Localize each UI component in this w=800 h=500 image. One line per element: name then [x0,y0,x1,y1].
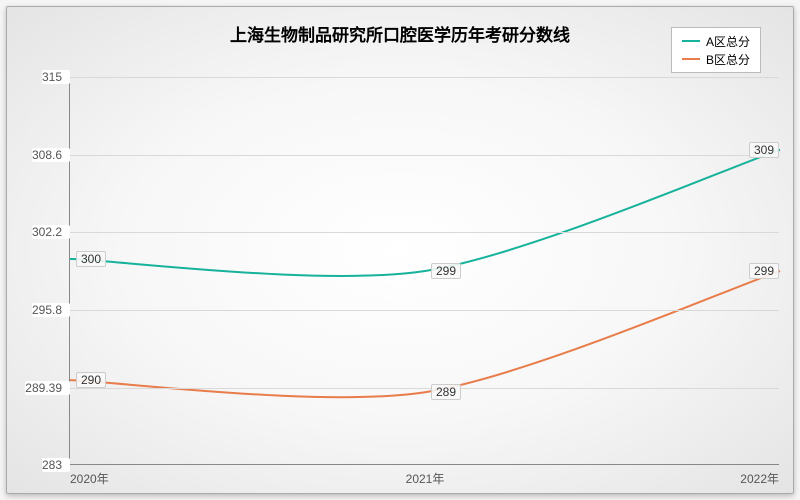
legend: A区总分 B区总分 [671,27,761,73]
legend-item-b: B区总分 [682,50,750,68]
legend-swatch-a [682,40,700,42]
x-tick-label: 2022年 [740,464,779,487]
x-tick-label: 2021年 [406,464,445,487]
y-tick-label: 283 [42,458,70,472]
gridline [70,155,779,156]
line-layer [70,77,780,465]
series-line [70,150,780,276]
y-tick-label: 289.39 [25,381,70,395]
gridline [70,310,779,311]
gridline [70,388,779,389]
data-point-label: 289 [431,384,461,400]
y-tick-label: 295.8 [32,303,70,317]
gridline [70,77,779,78]
series-line [70,271,780,397]
data-point-label: 300 [76,251,106,267]
x-tick-label: 2020年 [70,464,109,487]
data-point-label: 299 [431,263,461,279]
legend-swatch-b [682,58,700,60]
legend-item-a: A区总分 [682,32,750,50]
legend-label-b: B区总分 [706,51,750,68]
data-point-label: 290 [76,372,106,388]
legend-label-a: A区总分 [706,33,750,50]
chart-container: 上海生物制品研究所口腔医学历年考研分数线 A区总分 B区总分 283289.39… [6,6,794,494]
data-point-label: 299 [749,263,779,279]
y-tick-label: 315 [42,70,70,84]
y-tick-label: 308.6 [32,148,70,162]
plot-area: 283289.39295.8302.2308.63152020年2021年202… [69,77,779,465]
gridline [70,232,779,233]
y-tick-label: 302.2 [32,225,70,239]
data-point-label: 309 [749,142,779,158]
